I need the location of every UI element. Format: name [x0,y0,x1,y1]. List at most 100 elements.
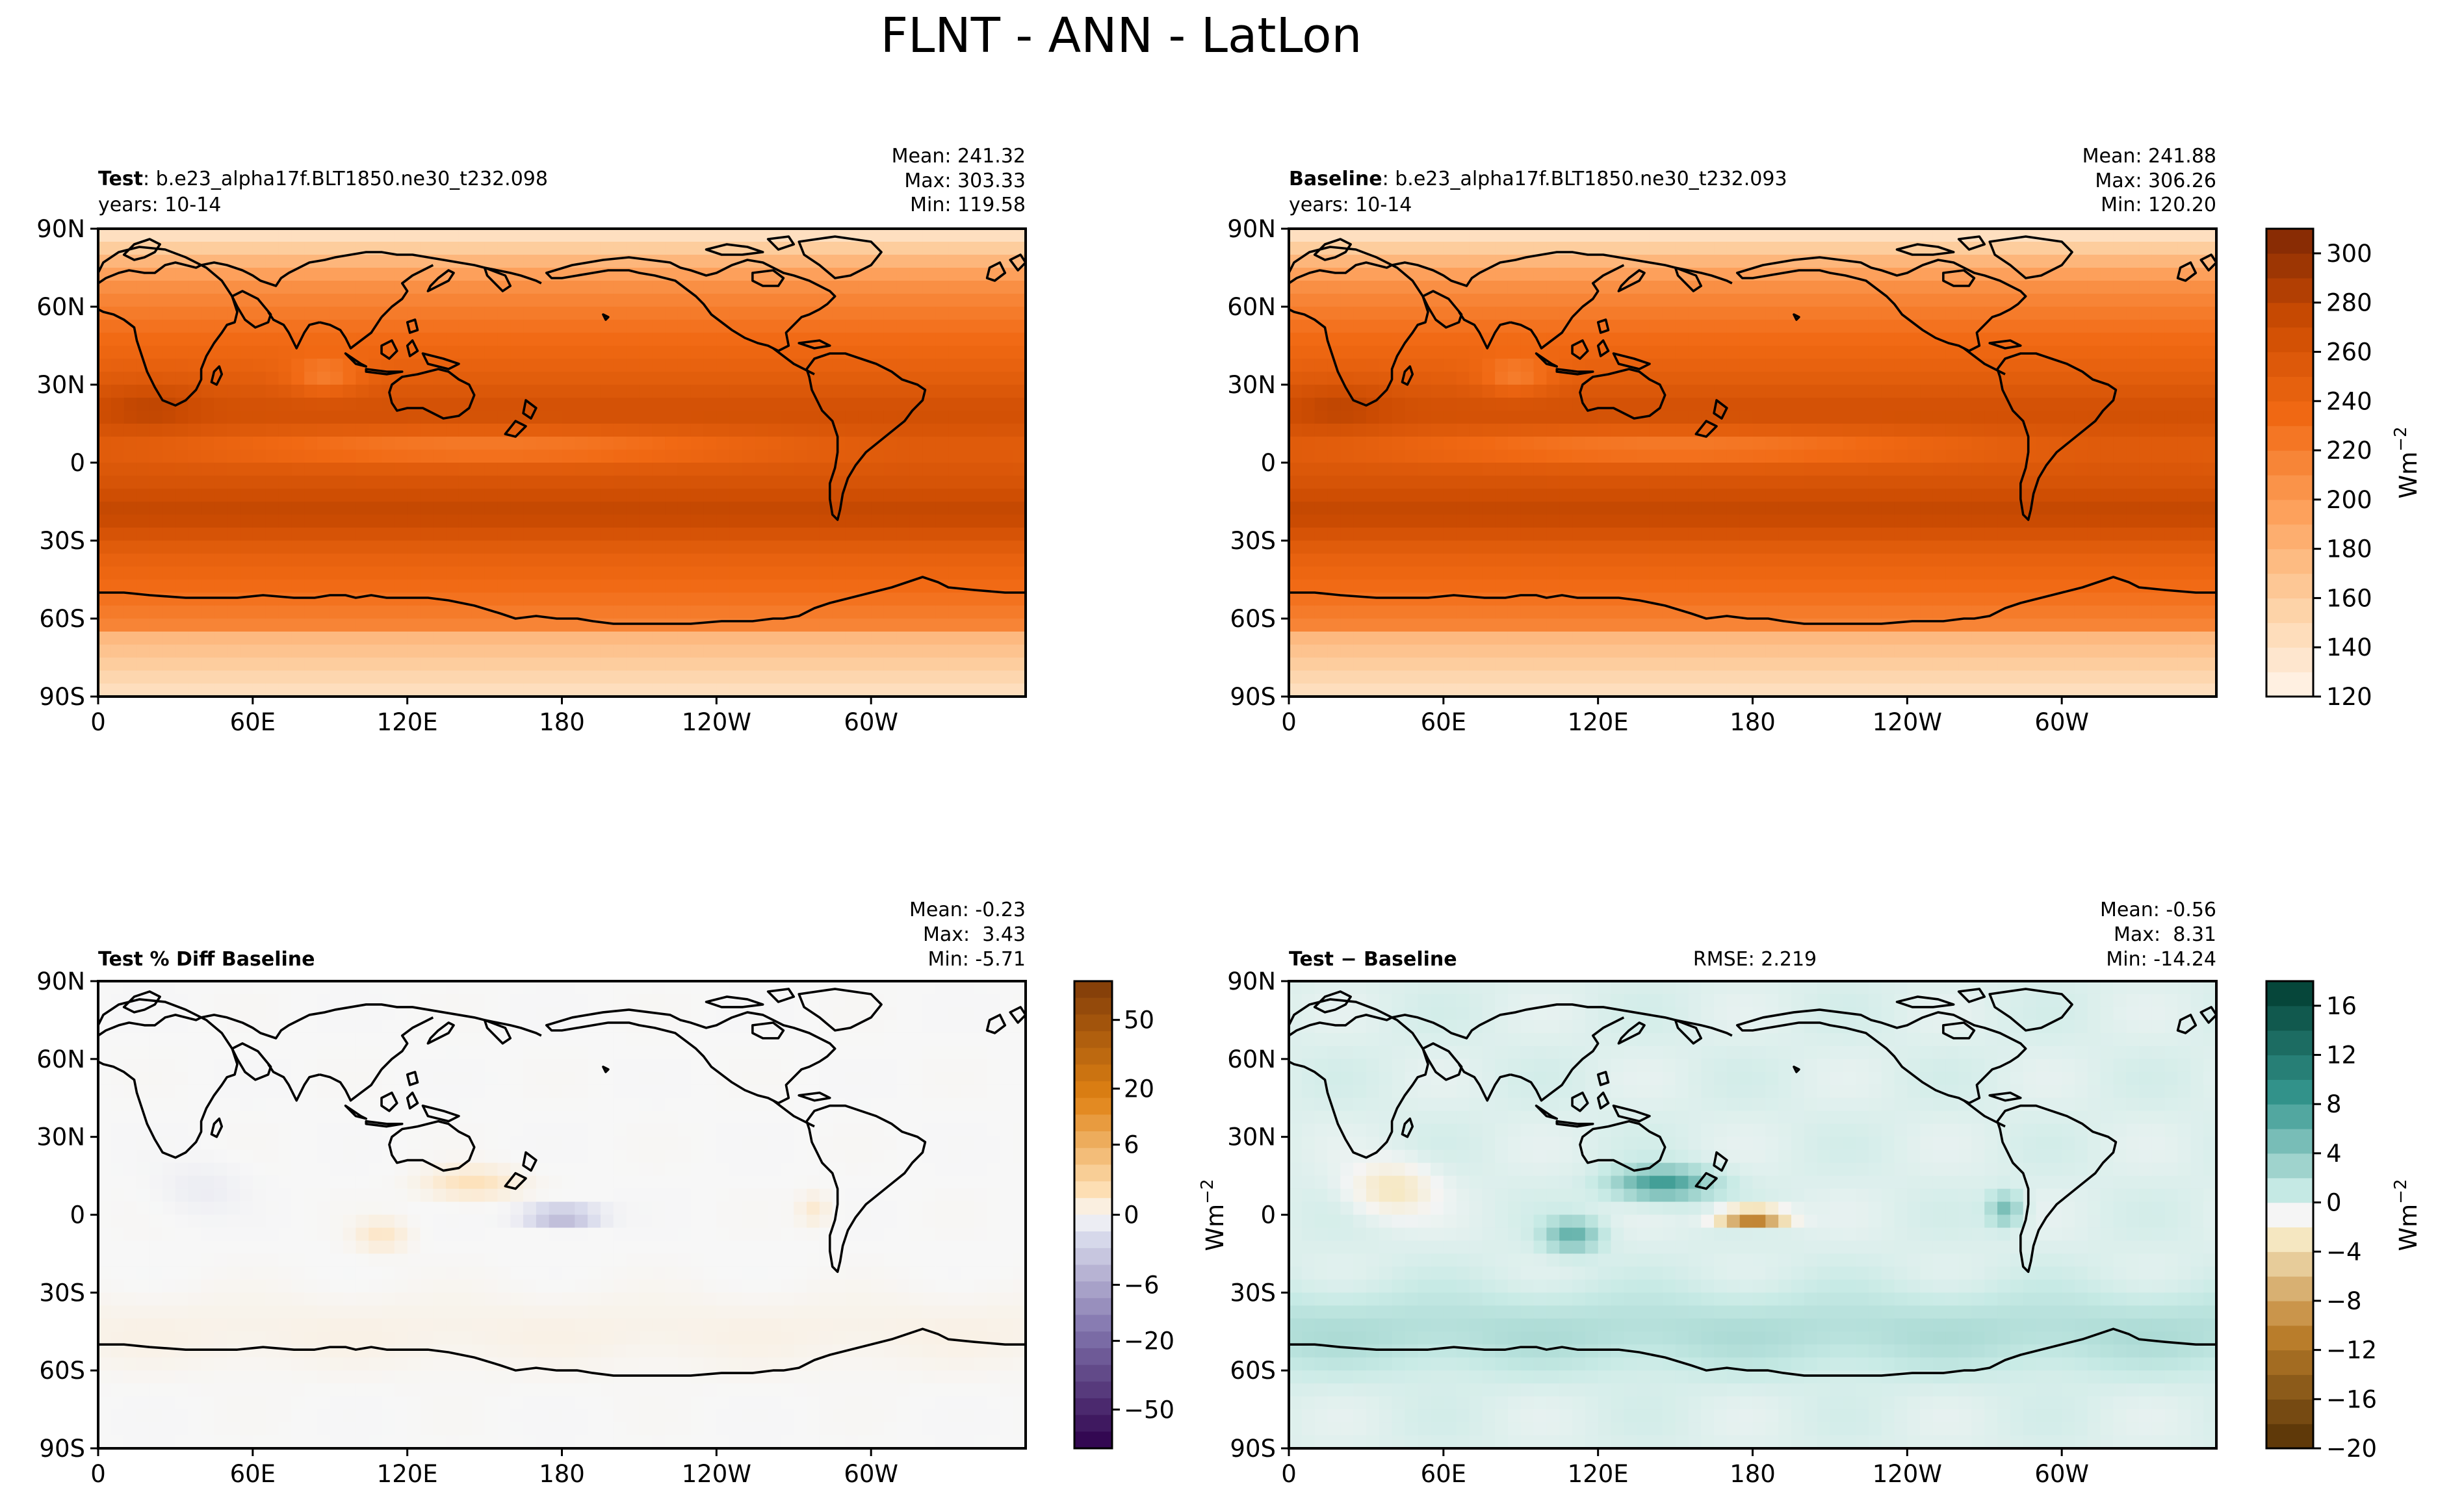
field-cell [201,554,215,567]
field-cell [1920,359,1934,372]
field-cell [2023,528,2037,541]
field-cell [858,632,872,645]
field-cell [136,528,151,541]
field-cell [2164,463,2179,476]
field-cell [781,541,795,554]
field-cell [1000,281,1013,294]
field-cell [935,476,949,489]
field-cell [1495,424,1509,437]
field-cell [471,658,486,671]
field-cell [1482,411,1496,424]
field-cell [858,294,872,307]
field-cell [755,619,769,632]
field-cell [1920,645,1934,658]
field-cell [2164,424,2179,437]
field-cell [1932,307,1947,320]
field-cell [110,541,125,554]
field-cell [265,476,279,489]
field-cell [1611,463,1625,476]
field-cell [2010,320,2024,333]
field-cell [188,619,202,632]
field-cell [1520,515,1535,528]
field-cell [123,658,138,671]
field-cell [1520,437,1535,450]
field-cell [98,385,112,398]
field-cell [1456,645,1470,658]
field-cell [1765,229,1779,242]
field-cell [922,333,937,346]
field-cell [807,424,820,437]
field-cell [1997,567,2011,580]
field-cell [1817,437,1831,450]
field-cell [2010,528,2024,541]
field-cell [110,632,125,645]
field-cell [588,502,601,515]
field-cell [175,502,189,515]
field-cell [1469,606,1483,619]
field-cell [794,398,807,411]
field-cell [755,268,769,281]
field-cell [1945,372,1960,385]
field-cell [961,528,975,541]
field-cell [858,437,872,450]
field-cell [330,632,344,645]
field-cell [1714,242,1728,255]
field-cell [446,476,460,489]
field-cell [549,229,563,242]
field-cell [987,554,1001,567]
field-cell [1482,515,1496,528]
field-cell [871,658,885,671]
field-cell [252,606,266,619]
field-cell [948,320,962,333]
field-cell [665,580,679,593]
field-cell [742,580,756,593]
field-cell [2049,320,2062,333]
field-cell [2113,346,2127,359]
field-cell [356,450,370,463]
field-cell [1482,554,1496,567]
field-cell [2139,463,2153,476]
field-cell [755,502,769,515]
field-cell [1868,320,1882,333]
field-cell [1507,268,1522,281]
field-cell [922,229,937,242]
field-cell [2126,541,2140,554]
field-cell [1289,411,1303,424]
field-cell [858,515,872,528]
field-cell [703,541,718,554]
y-tick-label: 60S [39,605,85,633]
x-tick-label: 60W [844,708,898,736]
field-cell [484,541,499,554]
field-cell [433,372,447,385]
field-cell [394,580,408,593]
field-cell [1856,632,1869,645]
field-cell [883,346,898,359]
field-cell [2126,619,2140,632]
field-cell [162,333,176,346]
field-cell [1984,281,1998,294]
field-cell [1649,281,1663,294]
field-cell [755,567,769,580]
field-cell [162,307,176,320]
field-cell [188,411,202,424]
field-cell [690,541,705,554]
field-cell [639,346,653,359]
field-cell [729,398,743,411]
field-cell [265,658,279,671]
field-cell [755,411,769,424]
field-cell [1868,580,1882,593]
field-cell [240,398,253,411]
field-cell [1379,502,1393,515]
field-cell [1726,372,1741,385]
field-cell [1688,502,1702,515]
field-cell [948,567,962,580]
field-cell [1714,437,1728,450]
field-cell [987,476,1001,489]
field-cell [807,554,820,567]
field-cell [742,671,756,684]
field-cell [2126,294,2140,307]
field-cell [549,476,563,489]
field-cell [175,307,189,320]
field-cell [227,385,240,398]
